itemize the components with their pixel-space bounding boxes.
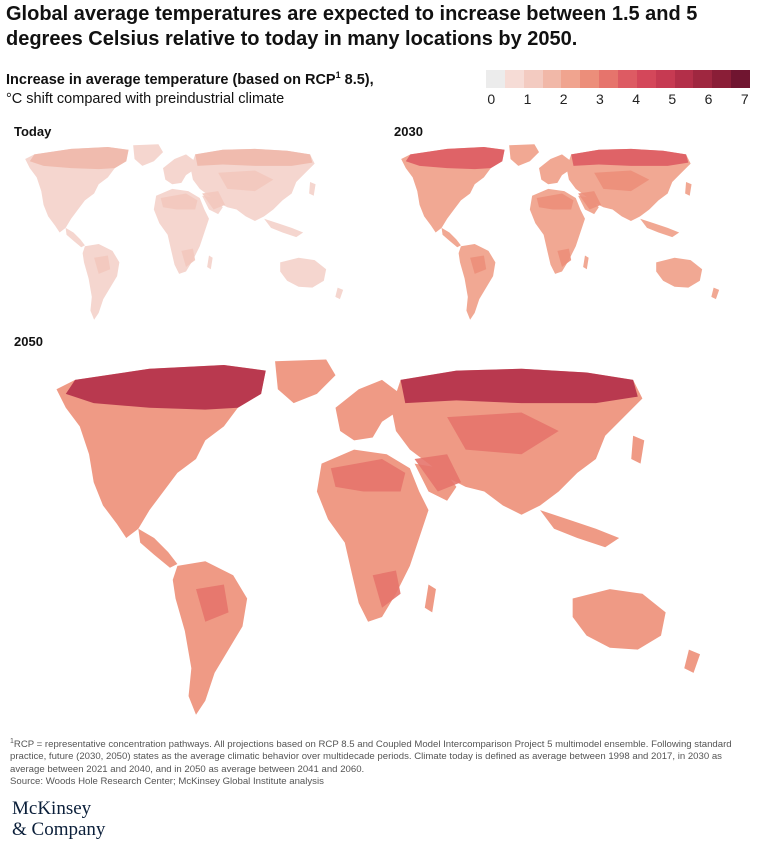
warming-zone-siberia-band <box>571 148 689 166</box>
legend-tick-label: 5 <box>668 91 677 107</box>
legend-swatch <box>561 70 581 88</box>
legend-swatch <box>674 70 694 88</box>
warming-zone-siberia-band <box>195 148 313 166</box>
warming-zone-central-asia <box>218 170 274 192</box>
logo-line2: & Company <box>12 819 106 840</box>
footnote: 1RCP = representative concentration path… <box>10 736 750 788</box>
warming-zone-middle-east <box>202 191 226 210</box>
legend-swatch <box>731 70 751 88</box>
landmass-southeast-asia <box>264 218 304 238</box>
legend-swatch <box>636 70 656 88</box>
landmass-south-america <box>172 561 248 715</box>
warming-zone-brazil <box>196 584 229 622</box>
map-today <box>25 144 344 320</box>
warming-zone-sahara <box>160 193 198 210</box>
chart-title: Global average temperatures are expected… <box>6 3 698 50</box>
warming-zone-arctic-band <box>65 365 266 410</box>
landmass-new-zealand <box>684 649 701 673</box>
legend-swatch <box>693 70 713 88</box>
mckinsey-logo: McKinsey & Company <box>12 798 105 840</box>
warming-zone-arctic-band <box>405 147 505 170</box>
warming-zone-central-asia <box>594 170 650 192</box>
warming-zone-southern-africa <box>557 248 572 267</box>
landmass-madagascar <box>424 584 436 613</box>
legend-swatch <box>599 70 619 88</box>
warming-zone-middle-east <box>578 191 602 210</box>
legend-tick-label: 7 <box>740 91 749 107</box>
map-label-2050: 2050 <box>14 334 43 349</box>
landmass-new-zealand <box>711 287 720 300</box>
landmass-central-america <box>441 227 461 248</box>
footnote-sup: 1 <box>10 738 14 745</box>
landmass-europe <box>335 379 401 441</box>
subtitle-sup: 1 <box>335 70 341 80</box>
landmass-south-america <box>82 243 120 320</box>
landmass-southeast-asia <box>540 510 620 548</box>
warming-zone-southern-africa <box>372 570 401 608</box>
warming-zone-sahara <box>536 193 574 210</box>
landmass-central-america <box>138 528 178 568</box>
color-legend: 0 1 2 3 4 5 6 7 <box>486 70 751 109</box>
warming-zone-middle-east <box>414 454 462 492</box>
map-2050 <box>56 359 701 715</box>
landmass-japan <box>631 435 645 464</box>
landmass-greenland <box>275 359 336 404</box>
landmass-japan <box>685 181 692 196</box>
landmass-africa <box>153 188 209 274</box>
warming-zone-siberia-band <box>400 368 638 404</box>
legend-tick-label: 0 <box>487 91 496 107</box>
warming-zone-sahara <box>330 458 406 492</box>
map-2030 <box>401 144 720 320</box>
landmass-australia <box>656 257 703 288</box>
landmass-southeast-asia <box>640 218 680 238</box>
legend-swatches <box>486 70 751 88</box>
warming-zone-southern-africa <box>181 248 196 267</box>
legend-tick-label: 2 <box>559 91 568 107</box>
warming-zone-brazil <box>470 255 487 274</box>
landmass-europe <box>539 154 572 185</box>
landmass-australia <box>572 589 666 650</box>
subtitle-units: °C shift compared with preindustrial cli… <box>6 90 285 107</box>
warming-zone-central-asia <box>447 412 559 455</box>
legend-swatch <box>542 70 562 88</box>
legend-tick-label: 6 <box>704 91 713 107</box>
legend-tick-label: 4 <box>632 91 640 107</box>
legend-swatch <box>618 70 637 88</box>
warming-zone-arctic-band <box>29 147 129 170</box>
legend-swatch <box>712 70 732 88</box>
source-note: Source: Woods Hole Research Center; McKi… <box>10 775 324 787</box>
landmass-madagascar <box>207 255 213 270</box>
landmass-south-america <box>458 243 496 320</box>
landmass-central-america <box>65 227 85 248</box>
landmass-new-zealand <box>335 287 344 300</box>
map-label-2030: 2030 <box>394 124 423 139</box>
legend-swatch <box>655 70 675 88</box>
legend-swatch <box>580 70 600 88</box>
legend-swatch <box>523 70 543 88</box>
landmass-australia <box>280 257 327 288</box>
chart-subtitle: Increase in average temperature (based o… <box>6 66 446 109</box>
landmass-greenland <box>509 144 540 166</box>
landmass-japan <box>309 181 316 196</box>
logo-line1: McKinsey <box>12 798 92 819</box>
subtitle-bold-end: 8.5), <box>340 71 374 88</box>
subtitle-bold: Increase in average temperature (based o… <box>6 71 336 88</box>
landmass-greenland <box>133 144 164 166</box>
landmass-africa <box>316 449 429 622</box>
landmass-africa <box>529 188 585 274</box>
warming-zone-brazil <box>94 255 111 274</box>
legend-tick-label: 1 <box>523 91 532 107</box>
legend-swatch <box>486 70 505 88</box>
landmass-madagascar <box>583 255 589 270</box>
legend-swatch <box>504 70 524 88</box>
landmass-europe <box>163 154 196 185</box>
legend-tick-label: 3 <box>595 91 604 107</box>
footnote-text: RCP = representative concentration pathw… <box>10 739 732 775</box>
map-label-today: Today <box>14 124 52 139</box>
legend-ticks: 0 1 2 3 4 5 6 7 <box>486 91 750 109</box>
